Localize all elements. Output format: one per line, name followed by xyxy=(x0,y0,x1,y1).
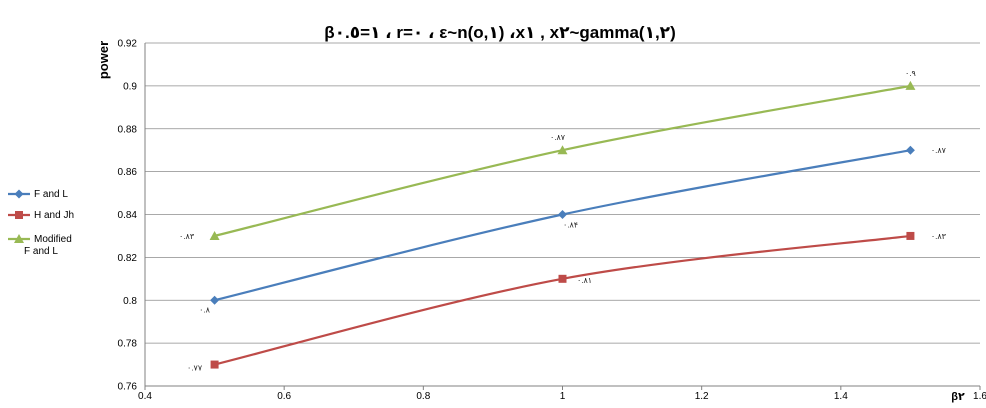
x-tick-label: 1.6 xyxy=(973,391,986,402)
legend-label: F and L xyxy=(34,189,68,200)
x-tick-label: 1.4 xyxy=(834,391,848,402)
y-tick-label: 0.82 xyxy=(118,253,138,264)
y-tick-label: 0.84 xyxy=(118,210,138,221)
y-tick-label: 0.86 xyxy=(118,167,138,178)
y-axis-title: power xyxy=(96,41,111,79)
x-tick-label: 1 xyxy=(560,391,566,402)
data-point xyxy=(558,210,567,219)
y-tick-label: 0.78 xyxy=(118,339,138,350)
data-label: ٠.٨٧ xyxy=(931,146,947,155)
axis-layer: 0.76 0.78 0.8 0.82 0.84 0.86 0.88 0.9 0.92 0.4 0.6… xyxy=(118,39,986,403)
data-label: ٠.٨١ xyxy=(577,276,592,285)
data-point xyxy=(209,230,220,240)
y-tick-label: 0.88 xyxy=(118,124,138,135)
data-label: ٠.٧٧ xyxy=(187,364,203,373)
legend-label: Modified xyxy=(34,234,72,245)
data-label-layer: ٠.٨ ٠.٨۴ ٠.٨٧ ٠.٧٧ ٠.٨١ ٠.٨٣ ٠.٨٣ ٠.٨٧ ٠.٩ xyxy=(179,69,947,373)
data-label: ٠.٨٧ xyxy=(550,133,566,142)
y-tick-label: 0.9 xyxy=(123,81,137,92)
data-point xyxy=(905,145,915,155)
legend-label: H and Jh xyxy=(34,210,74,221)
legend-marker xyxy=(14,234,24,243)
x-axis-title: β٢ xyxy=(951,391,965,403)
legend-marker xyxy=(14,189,24,199)
series-layer xyxy=(209,80,916,369)
legend-label: F and L xyxy=(24,246,58,257)
data-label: ٠.٨۴ xyxy=(563,221,578,230)
data-point xyxy=(557,145,568,155)
legend-marker xyxy=(15,211,23,219)
x-tick-label: 1.2 xyxy=(695,391,709,402)
data-label: ٠.٨ xyxy=(199,305,211,314)
data-point xyxy=(210,295,220,305)
x-tick-label: 0.4 xyxy=(138,391,152,402)
data-point xyxy=(558,274,567,283)
data-label: ٠.٩ xyxy=(905,69,916,78)
y-tick-label: 0.8 xyxy=(123,296,137,307)
y-tick-label: 0.92 xyxy=(118,39,138,50)
data-point xyxy=(905,80,916,90)
x-tick-label: 0.6 xyxy=(277,391,291,402)
data-label: ٠.٨٣ xyxy=(179,232,195,241)
data-point xyxy=(210,360,219,369)
x-tick-label: 0.8 xyxy=(416,391,430,402)
data-point xyxy=(906,231,915,240)
y-tick-label: 0.76 xyxy=(118,382,138,393)
chart-title: β١=٠.٥ ، r=٠ ، ε~n(o,١) ،x١ , x٢~gamma(١… xyxy=(324,23,675,42)
data-label: ٠.٨٣ xyxy=(931,232,947,241)
